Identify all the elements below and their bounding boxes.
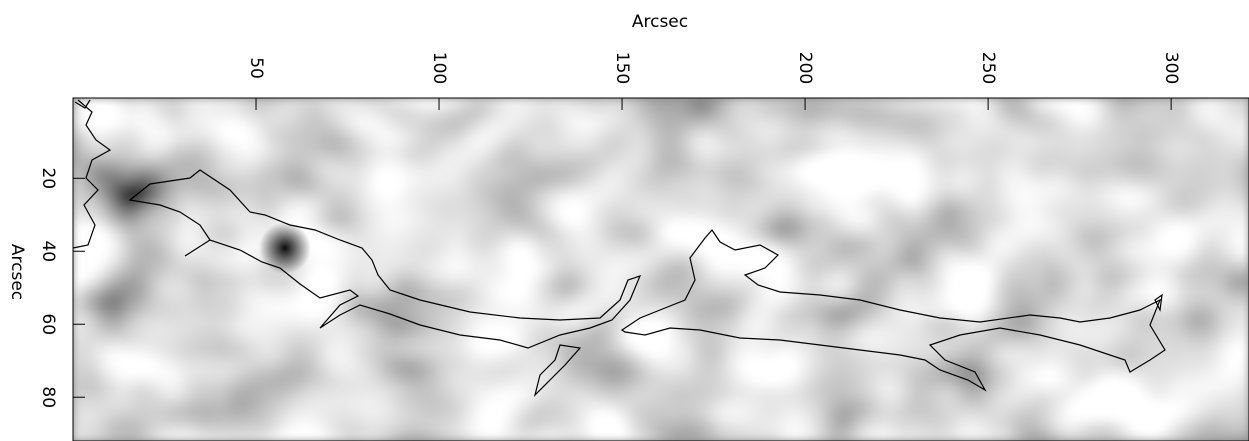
x-tick-label: 150 — [612, 52, 632, 84]
y-tick-label: 20 — [38, 167, 58, 189]
y-tick-label: 80 — [38, 386, 58, 408]
x-axis-title: Arcsec — [632, 12, 688, 32]
plot-frame — [72, 97, 1249, 441]
dark-spot — [259, 222, 311, 274]
x-tick-label: 300 — [1161, 52, 1181, 84]
image-texture — [73, 98, 1249, 441]
x-tick-label: 200 — [795, 52, 815, 84]
y-tick-label: 40 — [38, 240, 58, 262]
y-axis-title: Arcsec — [7, 244, 27, 300]
x-tick-label: 250 — [978, 52, 998, 84]
contour — [73, 99, 1166, 397]
x-tick-label: 100 — [429, 52, 449, 84]
x-tick-label: 50 — [246, 57, 266, 79]
image-area — [73, 98, 1249, 441]
y-tick-label: 60 — [38, 313, 58, 335]
